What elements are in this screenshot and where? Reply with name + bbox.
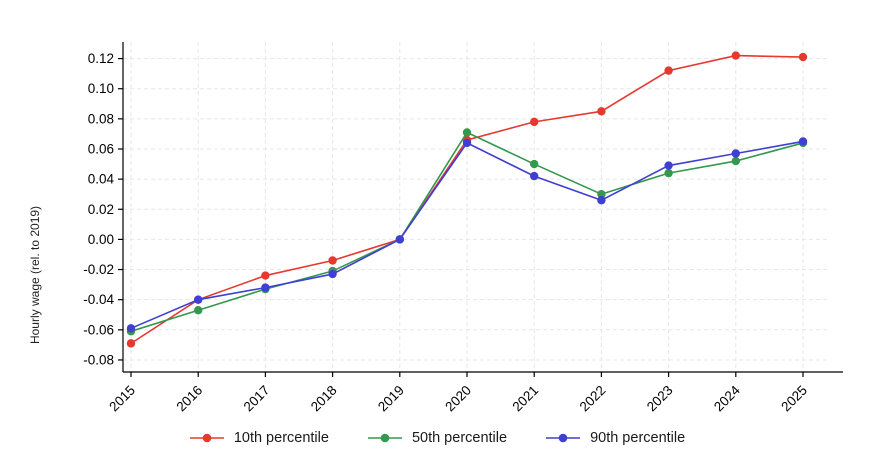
y-tick-label: 0.12 [88, 51, 114, 66]
x-tick-label: 2016 [173, 383, 205, 415]
y-tick-label: -0.04 [83, 292, 114, 307]
y-tick-label: 0.06 [88, 141, 114, 156]
legend-label: 90th percentile [590, 430, 686, 446]
data-point [664, 168, 673, 178]
data-point [731, 51, 740, 60]
y-tick-label: -0.08 [83, 352, 114, 367]
data-point [261, 283, 270, 292]
data-point [597, 189, 606, 199]
x-tick-label: 2025 [778, 383, 810, 415]
data-point [261, 271, 270, 280]
data-point [328, 269, 337, 279]
data-point [798, 137, 808, 146]
data-point [395, 235, 404, 244]
y-tick-label: -0.06 [83, 322, 114, 337]
line-dot-marker-icon [546, 433, 581, 443]
x-tick-label: 2020 [442, 383, 474, 415]
data-point [328, 256, 337, 265]
data-point [530, 159, 539, 169]
data-point [664, 66, 673, 75]
x-tick-label: 2023 [644, 383, 676, 415]
data-point [664, 161, 673, 170]
data-point [798, 52, 808, 62]
legend-label: 50th percentile [411, 430, 508, 446]
legend-item-50th-percentile: 50th percentile [367, 430, 507, 446]
x-tick-label: 2017 [241, 383, 273, 415]
grid-layer [123, 42, 830, 372]
series-layer [126, 51, 808, 348]
data-point [126, 324, 136, 333]
chart-canvas: 0.12 0.10 0.08 0.06 0.04 0.02 0.00 -0.02 -0.04 -0… [28, 42, 843, 414]
y-tick-label: -0.02 [83, 262, 114, 277]
x-tick-label: 2019 [375, 383, 407, 415]
x-tick-label: 2022 [577, 383, 609, 415]
legend-label: 10th percentile [233, 430, 329, 446]
axis-layer: 0.12 0.10 0.08 0.06 0.04 0.02 0.00 -0.02 -0.04 -0… [83, 42, 843, 414]
y-tick-label: 0.02 [88, 202, 114, 217]
legend-item-90th-percentile: 90th percentile [545, 430, 685, 446]
y-tick-label: 0.08 [88, 111, 114, 126]
legend-item-10th-percentile: 10th percentile [189, 430, 329, 446]
data-point [731, 156, 740, 166]
x-tick-label: 2015 [106, 383, 138, 415]
data-point [731, 149, 740, 158]
data-point [462, 128, 472, 137]
data-point [530, 171, 539, 181]
data-point [597, 196, 606, 205]
data-point [530, 117, 539, 127]
x-tick-label: 2021 [509, 383, 541, 415]
y-axis-title: Hourly wage (rel. to 2019) [28, 206, 42, 344]
line-dot-marker-icon [189, 433, 224, 443]
data-point [597, 107, 606, 116]
data-point [126, 339, 136, 348]
y-tick-label: 0.00 [88, 232, 114, 247]
y-tick-label: 0.10 [88, 81, 114, 96]
line-dot-marker-icon [367, 433, 402, 443]
legend: 10th percentile 50th percentile 90th per… [0, 430, 874, 446]
y-tick-label: 0.04 [88, 172, 115, 187]
data-point [462, 138, 472, 148]
data-point [194, 295, 203, 304]
x-tick-label: 2024 [711, 382, 743, 414]
data-point [194, 306, 203, 315]
x-tick-label: 2018 [308, 383, 340, 415]
